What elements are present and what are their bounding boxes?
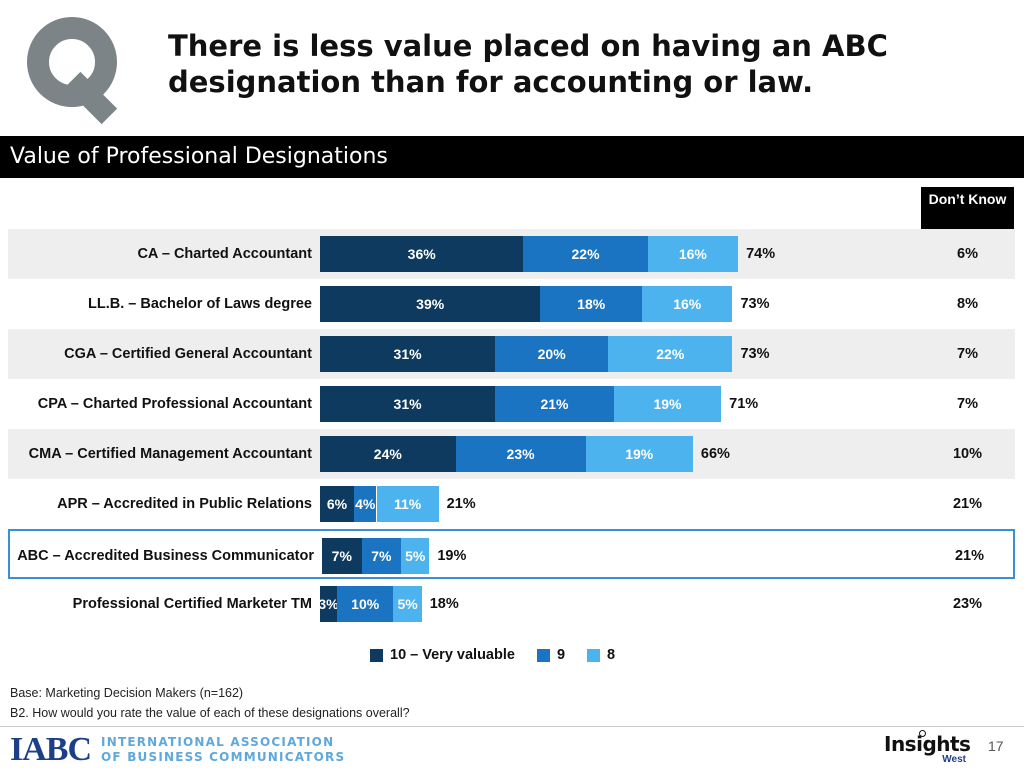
legend-item-8: 8 — [587, 647, 615, 663]
dont-know-value: 7% — [957, 396, 978, 412]
dont-know-value: 21% — [952, 496, 983, 512]
bar-segment-8: 22% — [608, 336, 733, 372]
iabc-name-line1: INTERNATIONAL ASSOCIATION — [101, 735, 335, 749]
dont-know-value: 7% — [957, 346, 978, 362]
category-label: CMA – Certified Management Accountant — [28, 446, 312, 462]
legend-label-8: 8 — [607, 647, 616, 663]
bar-segment-9: 23% — [455, 436, 586, 472]
chart-rows: CA – Charted Accountant 36% 22% 16% 74% 6% LL.… — [0, 229, 1024, 629]
footer-divider — [0, 726, 1024, 727]
chart-row: CPA – Charted Professional Accountant 31%… — [8, 379, 1015, 429]
bar-segment-10: 3% — [318, 586, 339, 622]
bar-segment-8: 11% — [376, 486, 439, 522]
bar-segment-9: 7% — [361, 538, 402, 574]
legend-item-10: 10 – Very valuable — [370, 647, 515, 663]
q-logo — [24, 14, 136, 131]
bar-segment-9: 18% — [540, 286, 643, 322]
bar-total-label: 66% — [700, 446, 730, 462]
chart-row: CA – Charted Accountant 36% 22% 16% 74% 6% — [8, 229, 1015, 279]
bar-segment-9: 10% — [336, 586, 394, 622]
category-label: CA – Charted Accountant — [137, 246, 312, 262]
category-label: CPA – Charted Professional Accountant — [37, 396, 312, 412]
bar-segment-10: 31% — [320, 386, 496, 422]
category-label: ABC – Accredited Business Communicator — [17, 548, 314, 564]
bar-segment-9: 22% — [523, 236, 648, 272]
chart-row: ABC – Accredited Business Communicator 7%… — [8, 529, 1015, 579]
bar-segment-10: 6% — [320, 486, 354, 522]
bar-segment-8: 19% — [613, 386, 722, 422]
dont-know-value: 8% — [957, 296, 978, 312]
legend-swatch-8 — [587, 648, 601, 662]
dont-know-header: Don’t Know — [921, 187, 1014, 229]
bar-segment-10: 36% — [320, 236, 524, 272]
bar-segment-8: 16% — [647, 236, 739, 272]
iabc-logo: IABC INTERNATIONAL ASSOCIATION OF BUSINE… — [10, 731, 345, 768]
bar-segment-10: 39% — [320, 286, 541, 322]
bar-total-label: 18% — [429, 596, 459, 612]
base-note: Base: Marketing Decision Makers (n=162) — [10, 686, 244, 700]
chart-row: Professional Certified Marketer TM 3% 10% 5… — [8, 579, 1015, 629]
bar-segment-10: 7% — [322, 538, 362, 574]
bar-total-label: 73% — [740, 346, 770, 362]
bar-segment-8: 16% — [642, 286, 733, 322]
legend-item-9: 9 — [536, 647, 566, 663]
iabc-logo-name: INTERNATIONAL ASSOCIATION OF BUSINESS CO… — [101, 735, 345, 765]
legend-label-10: 10 – Very valuable — [390, 647, 515, 663]
page-number: 17 — [988, 738, 1004, 754]
bar-segment-8: 5% — [401, 538, 430, 574]
bar-segment-8: 19% — [585, 436, 693, 472]
bar-segment-10: 31% — [320, 336, 496, 372]
iabc-name-line2: OF BUSINESS COMMUNICATORS — [101, 750, 346, 764]
category-label: Professional Certified Marketer TM — [72, 596, 312, 612]
insights-west-logo: Insights West — [884, 730, 971, 766]
category-label: APR – Accredited in Public Relations — [57, 496, 312, 512]
category-label: CGA – Certified General Accountant — [64, 346, 312, 362]
dont-know-value: 23% — [952, 596, 983, 612]
question-note: B2. How would you rate the value of each… — [10, 706, 410, 720]
bar-segment-9: 20% — [495, 336, 609, 372]
category-label: LL.B. – Bachelor of Laws degree — [88, 296, 312, 312]
section-banner: Value of Professional Designations — [0, 136, 1024, 178]
insights-dot-icon — [919, 730, 926, 737]
chart-row: APR – Accredited in Public Relations 6% 4%… — [8, 479, 1015, 529]
page-title: There is less value placed on having an … — [168, 29, 888, 99]
bar-total-label: 71% — [729, 396, 759, 412]
chart-row: LL.B. – Bachelor of Laws degree 39% 18% 16%… — [8, 279, 1015, 329]
bar-total-label: 74% — [746, 246, 776, 262]
dont-know-value: 21% — [954, 548, 985, 564]
dont-know-value: 10% — [952, 446, 983, 462]
chart-row: CGA – Certified General Accountant 31% 20%… — [8, 329, 1015, 379]
dont-know-value: 6% — [957, 246, 978, 262]
iabc-logo-mark: IABC — [10, 731, 92, 768]
bar-total-label: 21% — [446, 496, 476, 512]
insights-logo-sub: West — [942, 754, 966, 765]
footnote: Base: Marketing Decision Makers (n=162) … — [10, 683, 410, 723]
chart-row: CMA – Certified Management Accountant 24%… — [8, 429, 1015, 479]
bar-segment-9: 21% — [495, 386, 614, 422]
chart-legend: 10 – Very valuable 9 8 — [370, 645, 637, 665]
legend-swatch-9 — [536, 648, 550, 662]
bar-total-label: 19% — [437, 548, 467, 564]
bar-total-label: 73% — [740, 296, 770, 312]
bar-segment-10: 24% — [320, 436, 456, 472]
bar-segment-9: 4% — [353, 486, 377, 522]
bar-segment-8: 5% — [393, 586, 422, 622]
legend-swatch-10 — [370, 648, 383, 662]
insights-logo-main: Insights — [884, 732, 971, 756]
legend-label-9: 9 — [556, 647, 566, 663]
